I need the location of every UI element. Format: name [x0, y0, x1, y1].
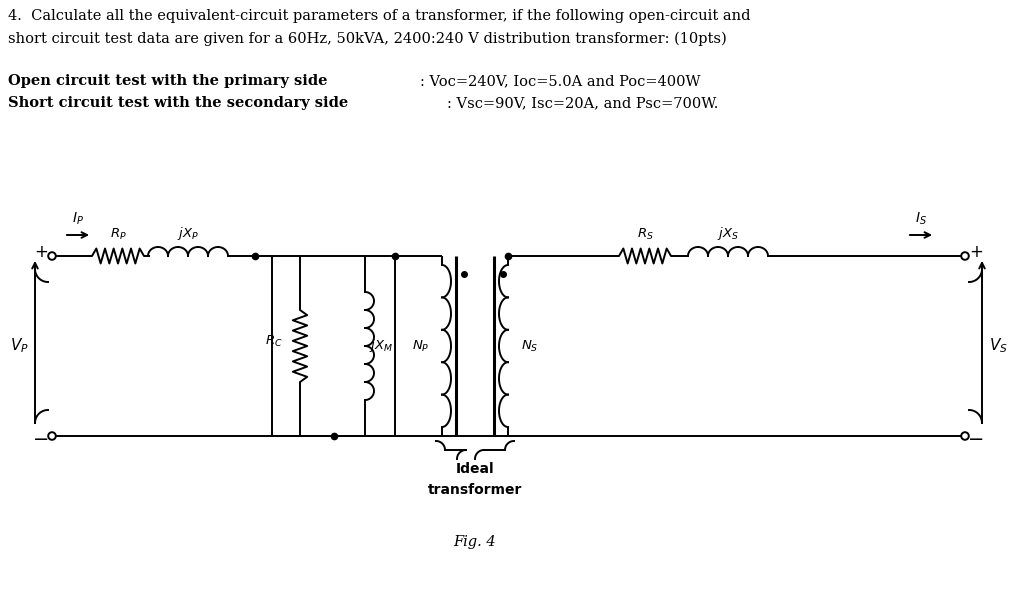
- Text: Fig. 4: Fig. 4: [454, 535, 497, 549]
- Text: $I_P$: $I_P$: [72, 210, 84, 227]
- Text: : Vsc=90V, Isc=20A, and Psc=700W.: : Vsc=90V, Isc=20A, and Psc=700W.: [447, 96, 719, 110]
- Text: transformer: transformer: [428, 483, 522, 497]
- Text: Ideal: Ideal: [456, 462, 495, 476]
- Text: Short circuit test with the secondary side: Short circuit test with the secondary si…: [8, 96, 348, 110]
- Text: short circuit test data are given for a 60Hz, 50kVA, 2400:240 V distribution tra: short circuit test data are given for a …: [8, 32, 727, 46]
- Text: −: −: [33, 430, 49, 450]
- Text: −: −: [968, 430, 984, 450]
- Text: Open circuit test with the primary side: Open circuit test with the primary side: [8, 74, 328, 88]
- Text: $R_C$: $R_C$: [265, 333, 283, 349]
- Text: Short circuit test with the secondary side: Short circuit test with the secondary si…: [8, 96, 348, 110]
- Text: $V_P$: $V_P$: [9, 337, 29, 355]
- Text: Open circuit test with the primary side: Voc=240V, Ioc=5.0A and Poc=400W: Open circuit test with the primary side:…: [8, 74, 578, 88]
- Text: +: +: [969, 243, 983, 261]
- Text: $N_S$: $N_S$: [521, 339, 539, 353]
- Text: $R_S$: $R_S$: [637, 227, 653, 242]
- Text: +: +: [34, 243, 48, 261]
- Text: $N_P$: $N_P$: [412, 339, 429, 353]
- Text: $I_S$: $I_S$: [915, 210, 927, 227]
- Text: $V_S$: $V_S$: [988, 337, 1008, 355]
- Text: $R_P$: $R_P$: [110, 227, 126, 242]
- Text: $jX_M$: $jX_M$: [369, 337, 393, 355]
- Text: Open circuit test with the primary side: Open circuit test with the primary side: [8, 74, 328, 88]
- Text: 4.  Calculate all the equivalent-circuit parameters of a transformer, if the fol: 4. Calculate all the equivalent-circuit …: [8, 9, 751, 23]
- Text: : Voc=240V, Ioc=5.0A and Poc=400W: : Voc=240V, Ioc=5.0A and Poc=400W: [420, 74, 700, 88]
- Text: $jX_P$: $jX_P$: [177, 225, 199, 242]
- Text: $jX_S$: $jX_S$: [717, 225, 739, 242]
